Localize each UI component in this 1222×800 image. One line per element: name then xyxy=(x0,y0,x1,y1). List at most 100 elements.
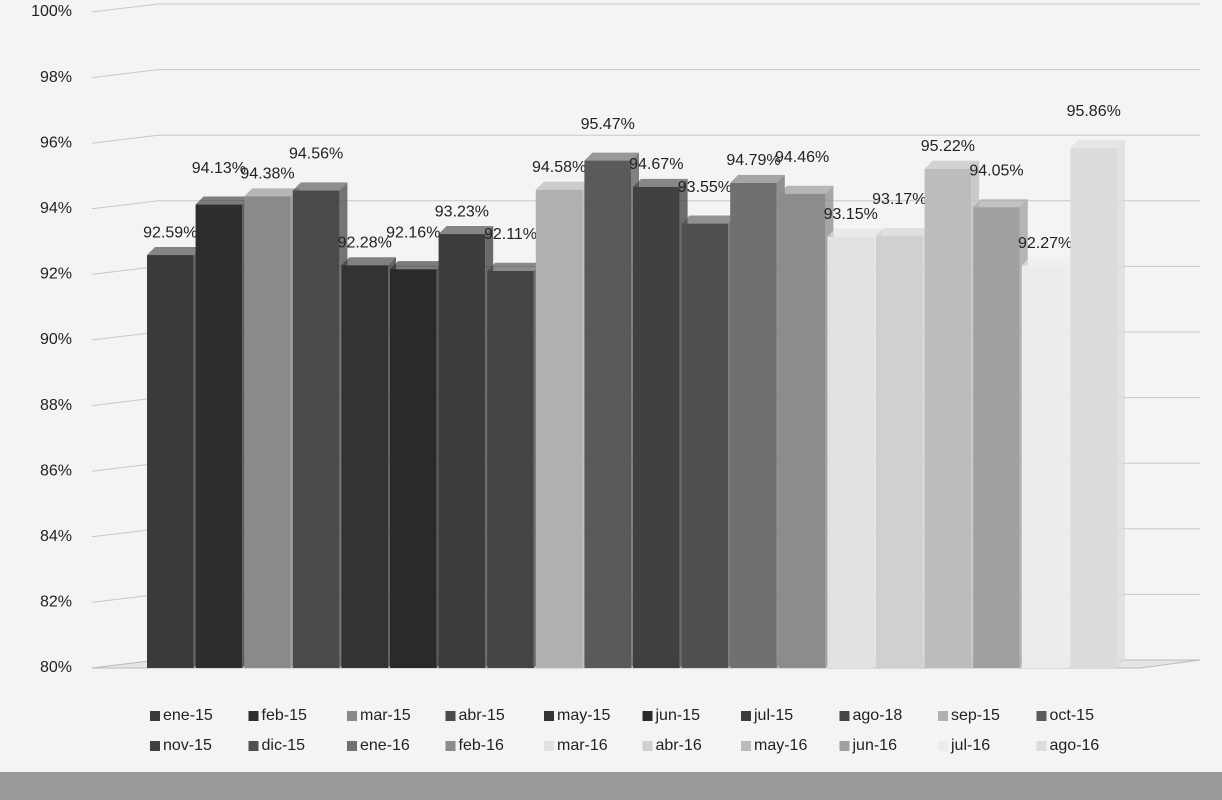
bar xyxy=(1022,266,1069,668)
legend-swatch xyxy=(150,741,160,751)
bar xyxy=(1070,148,1117,668)
bar xyxy=(584,161,631,668)
bar-top xyxy=(147,247,202,255)
legend-label: ago-16 xyxy=(1050,737,1100,754)
legend-label: may-16 xyxy=(754,737,807,754)
data-label: 93.55% xyxy=(678,179,732,196)
legend-swatch xyxy=(544,741,554,751)
legend-swatch xyxy=(643,741,653,751)
bar xyxy=(730,183,777,668)
bar-top xyxy=(730,175,785,183)
data-label: 94.58% xyxy=(532,159,586,176)
data-label: 93.15% xyxy=(824,206,878,223)
data-label: 92.27% xyxy=(1018,235,1072,252)
legend-label: ene-16 xyxy=(360,737,410,754)
legend-label: ago-18 xyxy=(853,707,903,724)
data-label: 93.23% xyxy=(435,203,489,220)
legend-label: jul-16 xyxy=(950,737,990,754)
bar-top xyxy=(1022,258,1077,266)
bar-top xyxy=(827,229,882,237)
bar xyxy=(293,190,340,668)
bar xyxy=(876,236,923,668)
bar-top xyxy=(293,182,348,190)
bar xyxy=(925,169,972,668)
bar xyxy=(196,205,243,668)
bar xyxy=(973,207,1020,668)
bar-top xyxy=(682,216,737,224)
bar xyxy=(536,190,583,668)
legend-label: feb-16 xyxy=(459,737,504,754)
bar-top xyxy=(779,186,834,194)
data-label: 92.16% xyxy=(386,224,440,241)
bar-top xyxy=(196,197,251,205)
legend-swatch xyxy=(347,741,357,751)
bar xyxy=(633,187,680,668)
y-tick-label: 96% xyxy=(40,134,72,151)
bar-top xyxy=(487,263,542,271)
data-label: 92.11% xyxy=(484,226,537,243)
y-tick-label: 100% xyxy=(31,3,72,20)
legend-swatch xyxy=(741,711,751,721)
bar xyxy=(439,234,486,668)
legend-swatch xyxy=(643,711,653,721)
legend-swatch xyxy=(347,711,357,721)
data-label: 92.59% xyxy=(143,224,197,241)
bar-side xyxy=(1117,140,1125,668)
bar xyxy=(147,255,194,668)
bar-top xyxy=(876,228,931,236)
legend-swatch xyxy=(840,741,850,751)
bar xyxy=(779,194,826,668)
legend-swatch xyxy=(150,711,160,721)
legend-label: oct-15 xyxy=(1050,707,1095,724)
bar-top xyxy=(973,199,1028,207)
legend-label: feb-15 xyxy=(262,707,307,724)
bar xyxy=(682,224,729,668)
legend-swatch xyxy=(249,711,259,721)
legend-label: may-15 xyxy=(557,707,610,724)
bar-top xyxy=(536,182,591,190)
y-tick-label: 94% xyxy=(40,200,72,217)
y-tick-label: 84% xyxy=(40,528,72,545)
data-label: 93.17% xyxy=(872,191,926,208)
legend-swatch xyxy=(1037,741,1047,751)
legend-label: jun-15 xyxy=(655,707,701,724)
bar xyxy=(390,269,437,668)
bar-top xyxy=(341,257,396,265)
data-label: 94.46% xyxy=(775,149,829,166)
legend-swatch xyxy=(741,741,751,751)
y-tick-label: 98% xyxy=(40,69,72,86)
data-label: 94.79% xyxy=(726,152,780,169)
legend-label: ene-15 xyxy=(163,707,213,724)
data-label: 94.13% xyxy=(192,160,246,177)
data-label: 95.22% xyxy=(921,138,975,155)
legend-label: nov-15 xyxy=(163,737,212,754)
bar xyxy=(827,237,874,668)
data-label: 94.05% xyxy=(969,162,1023,179)
bar-top xyxy=(1070,140,1125,148)
legend-swatch xyxy=(840,711,850,721)
data-label: 95.47% xyxy=(581,116,635,133)
data-label: 94.67% xyxy=(629,156,683,173)
legend-label: mar-16 xyxy=(557,737,608,754)
legend-label: jun-16 xyxy=(852,737,898,754)
legend-swatch xyxy=(938,741,948,751)
legend-label: jul-15 xyxy=(753,707,793,724)
y-tick-label: 86% xyxy=(40,462,72,479)
legend-swatch xyxy=(249,741,259,751)
y-tick-label: 88% xyxy=(40,397,72,414)
legend-label: abr-15 xyxy=(459,707,505,724)
data-label: 94.56% xyxy=(289,146,343,163)
legend-swatch xyxy=(446,741,456,751)
bar xyxy=(487,271,534,668)
legend-label: dic-15 xyxy=(262,737,306,754)
legend-label: sep-15 xyxy=(951,707,1000,724)
data-label: 95.86% xyxy=(1067,103,1121,120)
bar-top xyxy=(244,188,299,196)
y-tick-label: 80% xyxy=(40,659,72,676)
legend-swatch xyxy=(544,711,554,721)
y-tick-label: 82% xyxy=(40,594,72,611)
data-label: 94.38% xyxy=(240,166,294,183)
bar xyxy=(341,265,388,668)
y-tick-label: 90% xyxy=(40,331,72,348)
data-label: 92.28% xyxy=(338,234,392,251)
